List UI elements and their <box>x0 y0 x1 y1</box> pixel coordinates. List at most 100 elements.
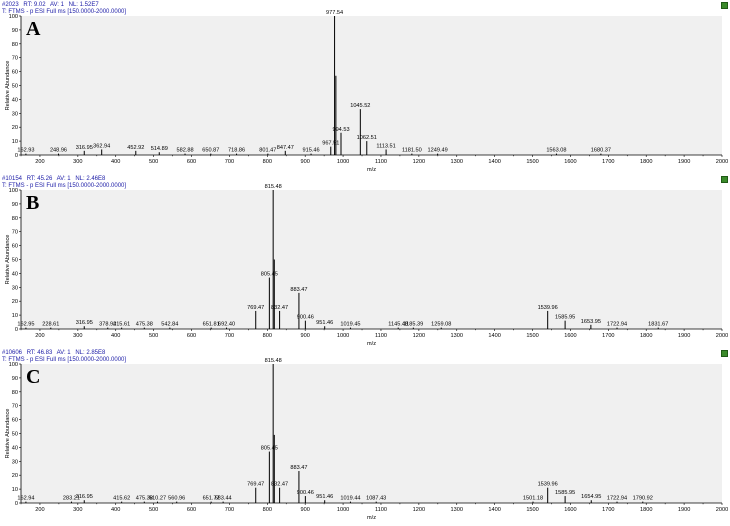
x-tick-label: 700 <box>225 159 234 165</box>
peak-label: 162.93 <box>17 148 34 154</box>
y-axis-label: Relative Abundance <box>5 235 11 285</box>
x-tick-label: 1600 <box>564 333 576 339</box>
y-tick-label: 100 <box>9 188 18 194</box>
peak-label: 1585.95 <box>555 315 575 321</box>
panel-pin-icon[interactable] <box>721 350 728 357</box>
peak-label: 510.27 <box>149 496 166 502</box>
y-tick-label: 80 <box>12 216 18 222</box>
peak-label: 692.40 <box>218 322 235 328</box>
peak-label: 1259.08 <box>431 322 451 328</box>
peak-label: 900.46 <box>297 315 314 321</box>
peak-label: 951.46 <box>316 494 333 500</box>
x-tick-label: 1900 <box>678 333 690 339</box>
scan-number: #10154 <box>2 176 23 182</box>
x-tick-label: 1500 <box>526 159 538 165</box>
panel-pin-icon[interactable] <box>721 2 728 9</box>
y-tick-label: 20 <box>12 473 18 479</box>
x-tick-label: 1700 <box>602 159 614 165</box>
peak-label: 316.95 <box>76 494 93 500</box>
y-tick-label: 50 <box>12 84 18 90</box>
peak-label: 1145.48 <box>388 322 408 328</box>
peak-label: 542.84 <box>161 322 178 328</box>
peak-label: 1062.51 <box>357 135 377 141</box>
average-count: AV: 1 <box>56 350 71 356</box>
x-tick-label: 300 <box>73 333 82 339</box>
peak-label: 951.46 <box>316 320 333 326</box>
y-axis-label: Relative Abundance <box>5 61 11 111</box>
spectrum-chart-a: 0 10 20 30 40 50 60 70 80 90 100 200 300 400 500 600 700… <box>5 10 728 173</box>
x-tick-label: 1100 <box>375 159 387 165</box>
x-tick-label: 1000 <box>337 333 349 339</box>
peak-label: 1539.96 <box>538 305 558 311</box>
peak-label: 1019.44 <box>340 496 360 502</box>
peak-label: 977.54 <box>326 10 343 16</box>
x-tick-label: 400 <box>111 333 120 339</box>
x-axis-label: m/z <box>367 341 376 347</box>
peak-label: 316.95 <box>76 145 93 151</box>
x-tick-label: 900 <box>301 333 310 339</box>
peak-label: 514.89 <box>151 146 168 152</box>
x-tick-label: 200 <box>35 507 44 513</box>
retention-time: RT: 9.02 <box>23 2 46 8</box>
x-tick-label: 1700 <box>602 507 614 513</box>
y-tick-label: 20 <box>12 299 18 305</box>
y-tick-label: 10 <box>12 139 18 145</box>
x-tick-label: 1300 <box>451 159 463 165</box>
x-tick-label: 1200 <box>413 333 425 339</box>
peak-label: 1790.92 <box>633 496 653 502</box>
panel-pin-icon[interactable] <box>721 176 728 183</box>
y-tick-label: 70 <box>12 230 18 236</box>
peak-label: 683.44 <box>215 496 232 502</box>
spectrum-panel-c: #10606 RT: 46.83 AV: 1 NL: 2.85E8 T: FTM… <box>0 348 730 523</box>
peak-label: 900.46 <box>297 490 314 496</box>
x-tick-label: 2000 <box>716 333 728 339</box>
peak-label: 1722.94 <box>607 496 627 502</box>
x-tick-label: 600 <box>187 159 196 165</box>
x-tick-label: 1200 <box>413 507 425 513</box>
peak-label: 1831.67 <box>648 322 668 328</box>
x-tick-label: 800 <box>263 333 272 339</box>
retention-time: RT: 46.83 <box>26 350 53 356</box>
peak-label: 1019.45 <box>340 322 360 328</box>
peak-label: 228.61 <box>42 322 59 328</box>
x-tick-label: 2000 <box>716 159 728 165</box>
y-tick-label: 50 <box>12 258 18 264</box>
peak-label: 1045.52 <box>350 103 370 109</box>
peak-label: 316.95 <box>76 320 93 326</box>
plot-area <box>21 364 722 503</box>
peak-label: 883.47 <box>290 287 307 293</box>
x-tick-label: 1500 <box>526 333 538 339</box>
x-tick-label: 900 <box>301 507 310 513</box>
x-tick-label: 1400 <box>488 159 500 165</box>
scan-header: #10154 RT: 45.26 AV: 1 NL: 2.46E8 <box>2 176 108 183</box>
peak-label: 769.47 <box>247 482 264 488</box>
y-tick-label: 80 <box>12 390 18 396</box>
peak-label: 475.38 <box>136 496 153 502</box>
peak-label: 1087.43 <box>366 496 386 502</box>
x-tick-label: 700 <box>225 507 234 513</box>
x-tick-label: 1100 <box>375 333 387 339</box>
peak-label: 1680.37 <box>591 148 611 154</box>
peak-label: 650.87 <box>202 148 219 154</box>
peak-label: 475.38 <box>136 322 153 328</box>
y-tick-label: 60 <box>12 418 18 424</box>
spectrum-chart-c: 0 10 20 30 40 50 60 70 80 90 100 200 300 400 500 600 700… <box>5 358 728 521</box>
x-tick-label: 500 <box>149 333 158 339</box>
y-tick-label: 40 <box>12 97 18 103</box>
plot-area <box>21 190 722 329</box>
peak-label: 805.45 <box>261 446 278 452</box>
panel-letter: A <box>26 18 41 40</box>
y-tick-label: 0 <box>15 153 18 159</box>
y-tick-label: 30 <box>12 285 18 291</box>
peak-label: 1185.39 <box>403 322 423 328</box>
peak-label: 162.94 <box>17 496 34 502</box>
x-tick-label: 1400 <box>488 507 500 513</box>
x-tick-label: 1100 <box>375 507 387 513</box>
peak-label: 815.48 <box>265 358 282 364</box>
x-tick-label: 1600 <box>564 159 576 165</box>
x-tick-label: 2000 <box>716 507 728 513</box>
average-count: AV: 1 <box>56 176 71 182</box>
peak-label: 1585.95 <box>555 490 575 496</box>
peak-label: 283.21 <box>63 496 80 502</box>
x-tick-label: 1200 <box>413 159 425 165</box>
